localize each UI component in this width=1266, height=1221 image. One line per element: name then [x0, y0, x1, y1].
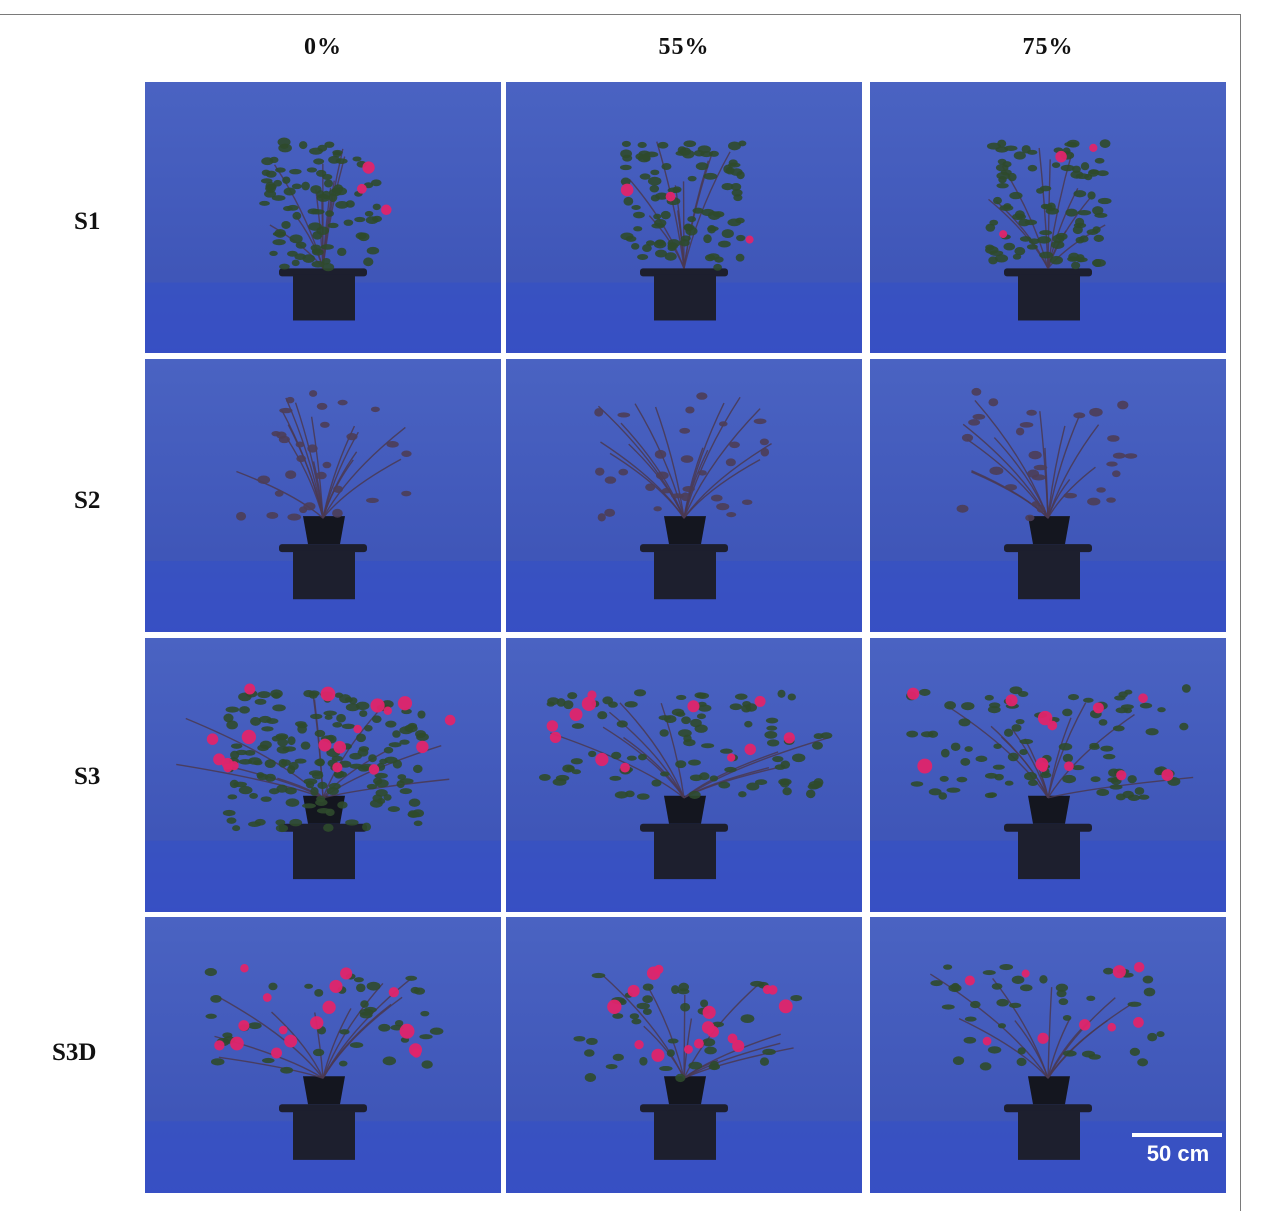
plant-photo [506, 82, 862, 353]
photo-s2-55pct [506, 359, 862, 632]
photo-s3-55pct [506, 638, 862, 912]
photo-s1-0pct [145, 82, 501, 353]
plant-photo [145, 359, 501, 632]
photo-s1-75pct [870, 82, 1226, 353]
row-label-s1: S1 [74, 208, 101, 235]
figure-frame [0, 14, 1241, 1211]
plant-photo [870, 82, 1226, 353]
plant-photo [145, 82, 501, 353]
plant-photo [145, 638, 501, 912]
row-label-s3d: S3D [52, 1039, 97, 1066]
photo-s2-0pct [145, 359, 501, 632]
photo-s3-0pct [145, 638, 501, 912]
row-label-s2: S2 [74, 487, 101, 514]
plant-photo [506, 917, 862, 1193]
photo-s2-75pct [870, 359, 1226, 632]
column-header-75: 75% [1022, 34, 1074, 60]
plant-photo [870, 359, 1226, 632]
plant-photo [870, 917, 1226, 1193]
column-header-0: 0% [304, 34, 342, 60]
photo-s3d-75pct [870, 917, 1226, 1193]
scale-bar-label: 50 cm [1146, 1141, 1210, 1166]
plant-photo [870, 638, 1226, 912]
scale-bar [1132, 1133, 1222, 1137]
photo-s3-75pct [870, 638, 1226, 912]
row-label-s3: S3 [74, 763, 101, 790]
plant-photo [145, 917, 501, 1193]
photo-s1-55pct [506, 82, 862, 353]
photo-s3d-55pct [506, 917, 862, 1193]
photo-s3d-0pct [145, 917, 501, 1193]
column-header-55: 55% [658, 34, 710, 60]
plant-photo [506, 359, 862, 632]
plant-photo [506, 638, 862, 912]
